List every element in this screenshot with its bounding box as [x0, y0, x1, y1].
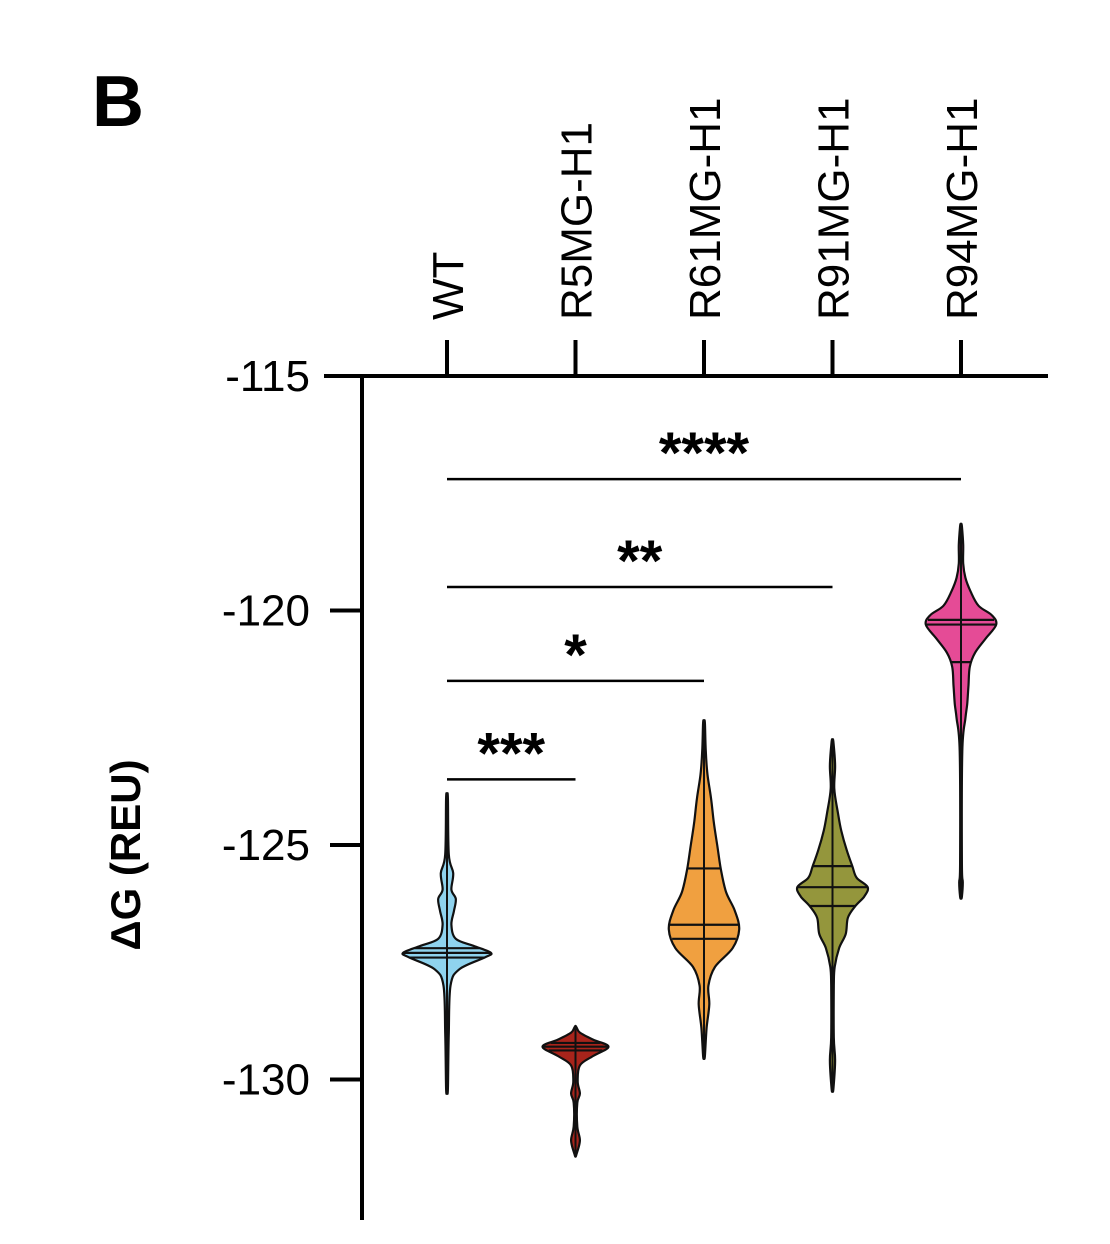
significance-label: ****: [659, 421, 750, 486]
significance-label: **: [617, 529, 663, 594]
category-label: R91MG-H1: [810, 98, 859, 321]
significance-annotations: **********: [447, 421, 961, 786]
category-label: WT: [424, 252, 473, 320]
y-tick-label: -115: [225, 352, 310, 401]
panel-label: B: [92, 62, 144, 142]
category-label: R94MG-H1: [938, 98, 987, 321]
significance-bracket: *: [447, 623, 704, 688]
significance-bracket: ****: [447, 421, 961, 486]
y-tick-label: -130: [222, 1056, 310, 1105]
y-tick-label: -120: [222, 587, 310, 636]
violin-r5mg-h1: [541, 1024, 610, 1158]
y-axis-label: ΔG (REU): [102, 759, 149, 950]
significance-label: *: [564, 623, 587, 688]
violin-r61mg-h1: [667, 719, 741, 1061]
violin-r91mg-h1: [795, 738, 870, 1093]
category-label: R5MG-H1: [553, 122, 602, 320]
significance-label: ***: [477, 721, 545, 786]
violins: [401, 522, 998, 1158]
violin-r94mg-h1: [924, 522, 998, 900]
significance-bracket: ***: [447, 721, 576, 786]
axes: -115 -120 -125 -130 WT R5MG-H1 R61MG-H1 R91MG-H…: [222, 98, 1048, 1220]
category-label: R61MG-H1: [681, 98, 730, 321]
y-tick-label: -125: [222, 821, 310, 870]
violin-wt: [401, 792, 493, 1095]
significance-bracket: **: [447, 529, 833, 594]
